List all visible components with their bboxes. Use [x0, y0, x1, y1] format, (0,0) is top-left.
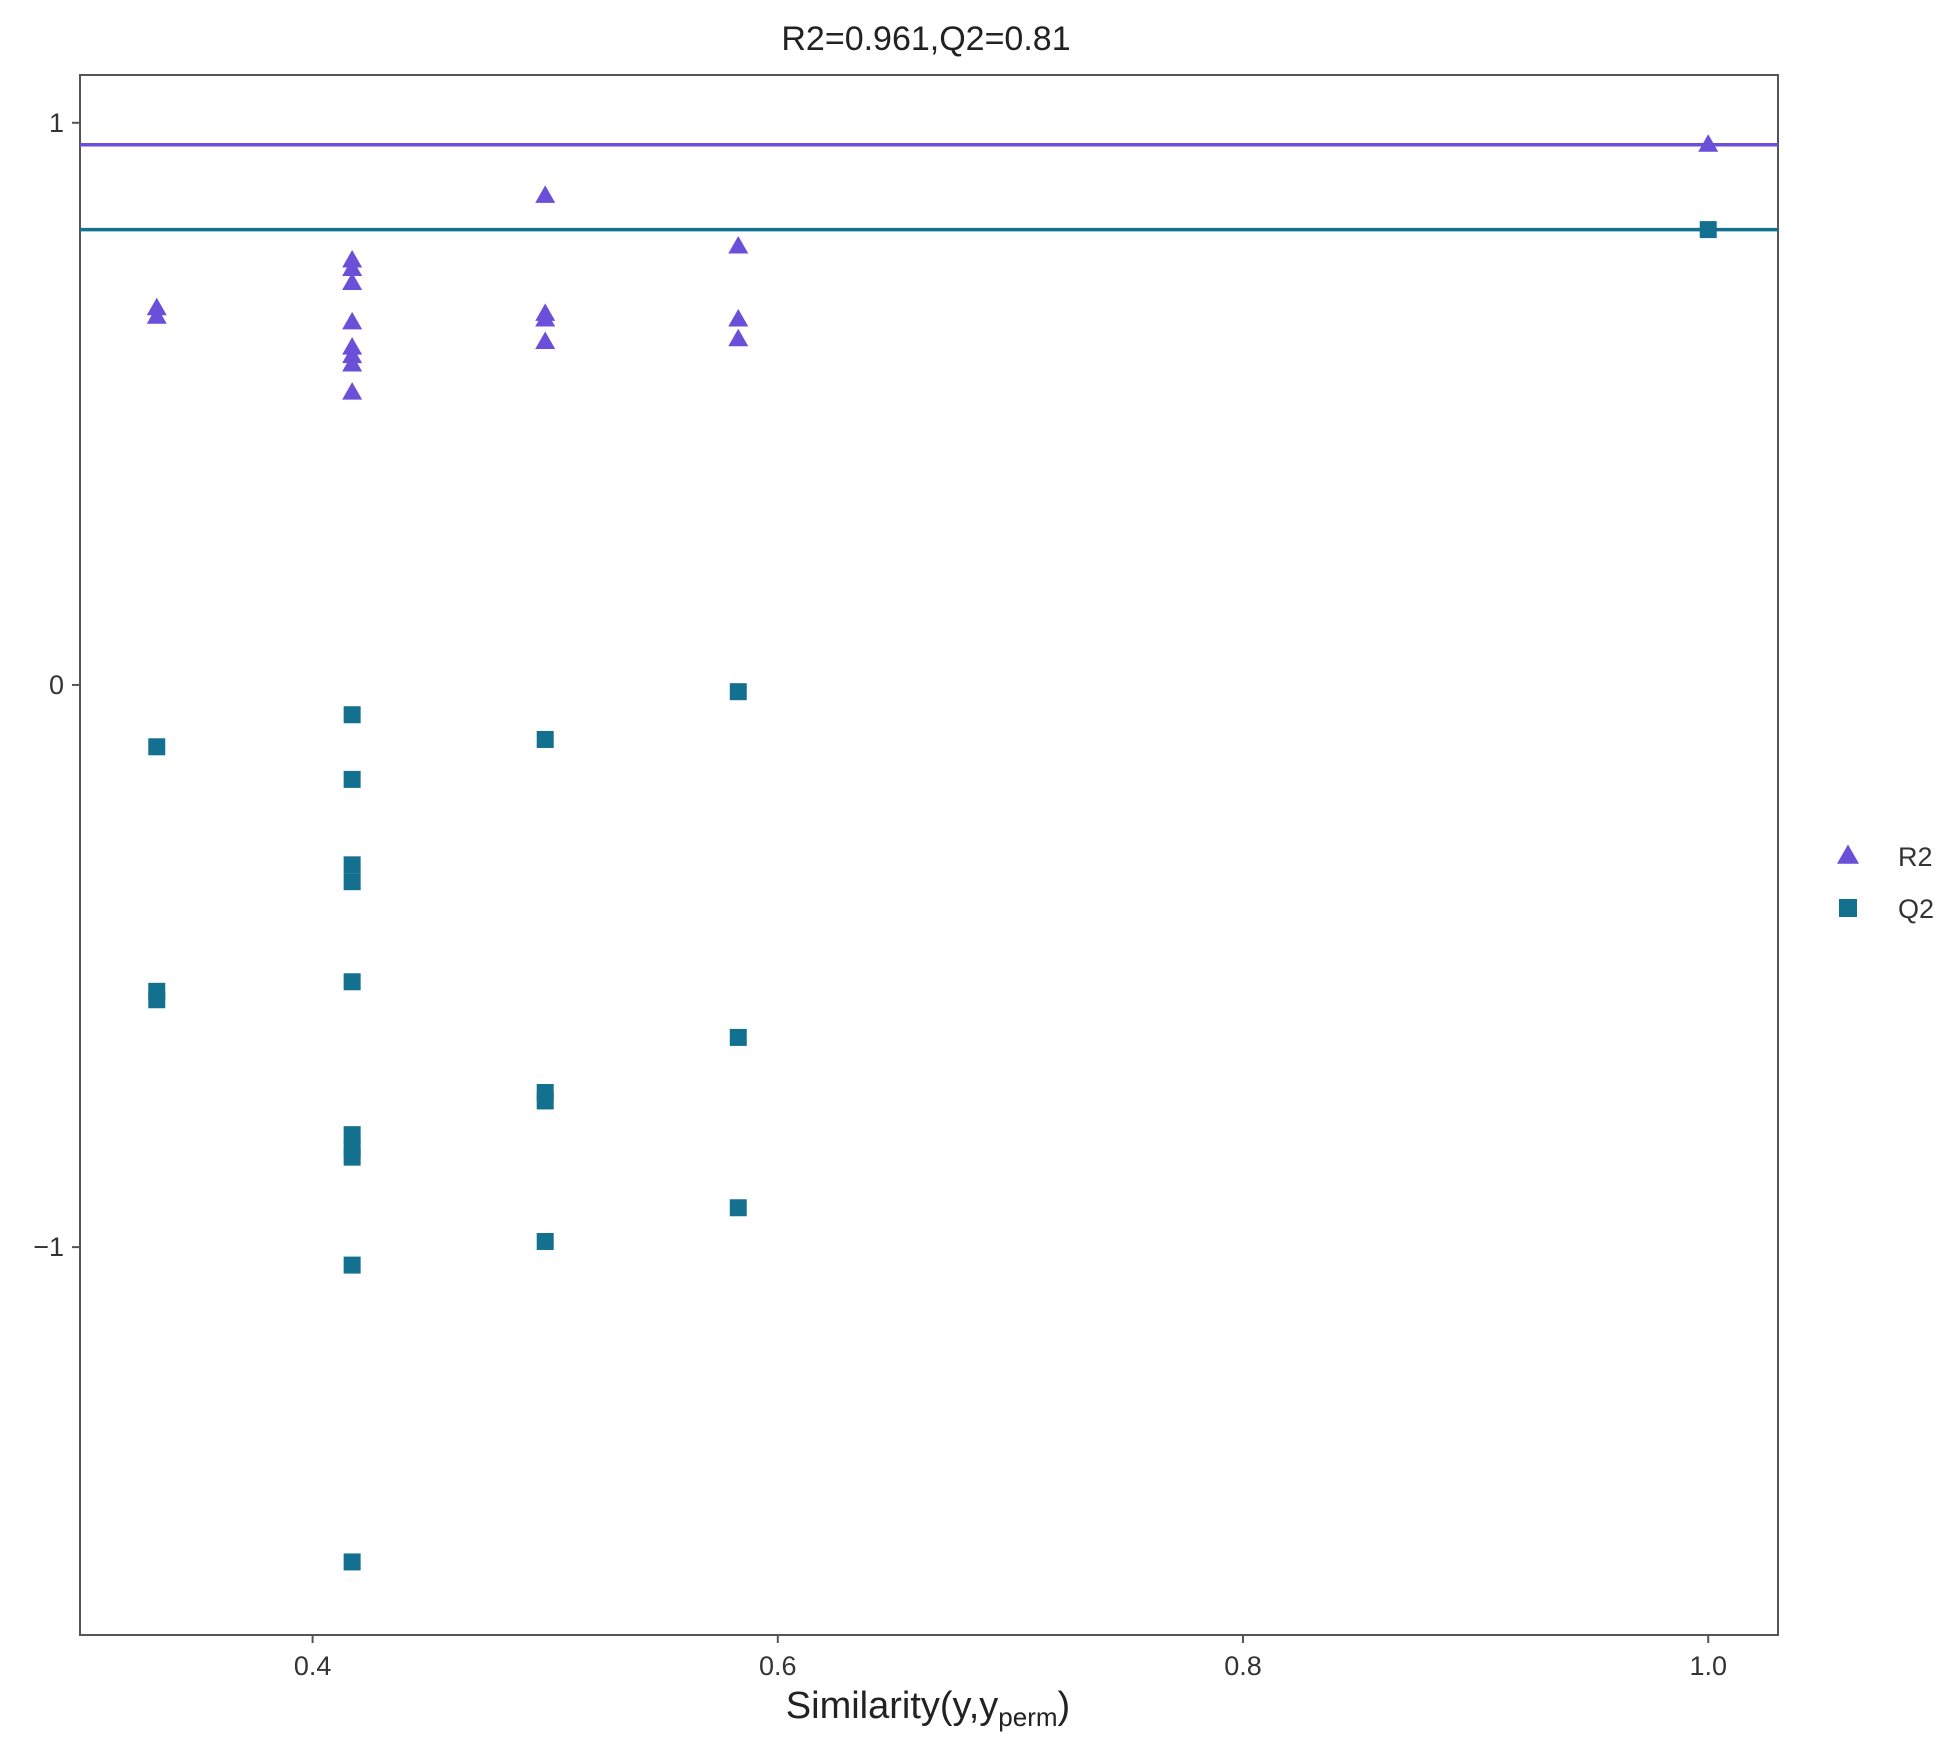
x-axis: 0.4 0.6 0.8 1.0	[294, 1635, 1727, 1681]
point-q2	[148, 738, 166, 756]
legend-key-q2	[1839, 899, 1857, 917]
legend-key-r2	[1837, 844, 1859, 864]
point-q2	[1699, 221, 1717, 239]
legend: R2 Q2	[1837, 842, 1934, 924]
point-q2	[148, 991, 166, 1009]
legend-label-q2: Q2	[1898, 894, 1934, 924]
y-axis: 1 0 −1	[33, 108, 80, 1262]
point-r2	[342, 382, 363, 400]
y-tick-label: 0	[49, 670, 64, 700]
point-r2	[1698, 134, 1719, 152]
point-q2	[729, 1199, 747, 1217]
x-tick-label: 0.8	[1224, 1651, 1262, 1681]
point-q2	[343, 1256, 361, 1274]
point-q2	[343, 1553, 361, 1571]
point-q2	[536, 730, 554, 748]
x-axis-label-close: )	[1058, 1685, 1071, 1727]
x-tick-label: 0.4	[294, 1651, 332, 1681]
data-points	[146, 134, 1719, 1571]
point-q2	[343, 973, 361, 991]
reference-lines	[80, 142, 1778, 232]
point-q2	[729, 683, 747, 701]
legend-label-r2: R2	[1898, 842, 1933, 872]
point-q2	[343, 770, 361, 788]
point-r2	[728, 235, 749, 254]
point-r2	[535, 185, 556, 203]
y-tick-label: −1	[33, 1232, 64, 1262]
x-tick-label: 1.0	[1689, 1651, 1727, 1681]
point-r2	[535, 331, 556, 350]
x-axis-label-subscript: perm	[998, 1702, 1057, 1732]
chart-title: R2=0.961,Q2=0.81	[781, 20, 1070, 58]
point-r2	[342, 354, 363, 372]
y-tick-label: 1	[49, 108, 64, 138]
point-q2	[536, 1232, 554, 1250]
point-r2	[146, 306, 167, 324]
point-r2	[342, 272, 363, 290]
point-r2	[342, 258, 363, 276]
point-q2	[343, 1148, 361, 1166]
x-axis-label-main: Similarity(y,y	[786, 1685, 999, 1727]
point-r2	[728, 309, 749, 327]
x-axis-label: Similarity(y,yperm)	[786, 1685, 1070, 1732]
point-r2	[728, 328, 749, 347]
point-q2	[536, 1092, 554, 1110]
point-q2	[343, 1126, 361, 1144]
point-r2	[535, 309, 556, 327]
point-q2	[343, 706, 361, 724]
point-r2	[342, 311, 363, 330]
point-q2	[343, 873, 361, 891]
point-q2	[729, 1028, 747, 1046]
point-q2	[343, 856, 361, 874]
x-tick-label: 0.6	[759, 1651, 797, 1681]
plot-panel	[79, 74, 1779, 1636]
